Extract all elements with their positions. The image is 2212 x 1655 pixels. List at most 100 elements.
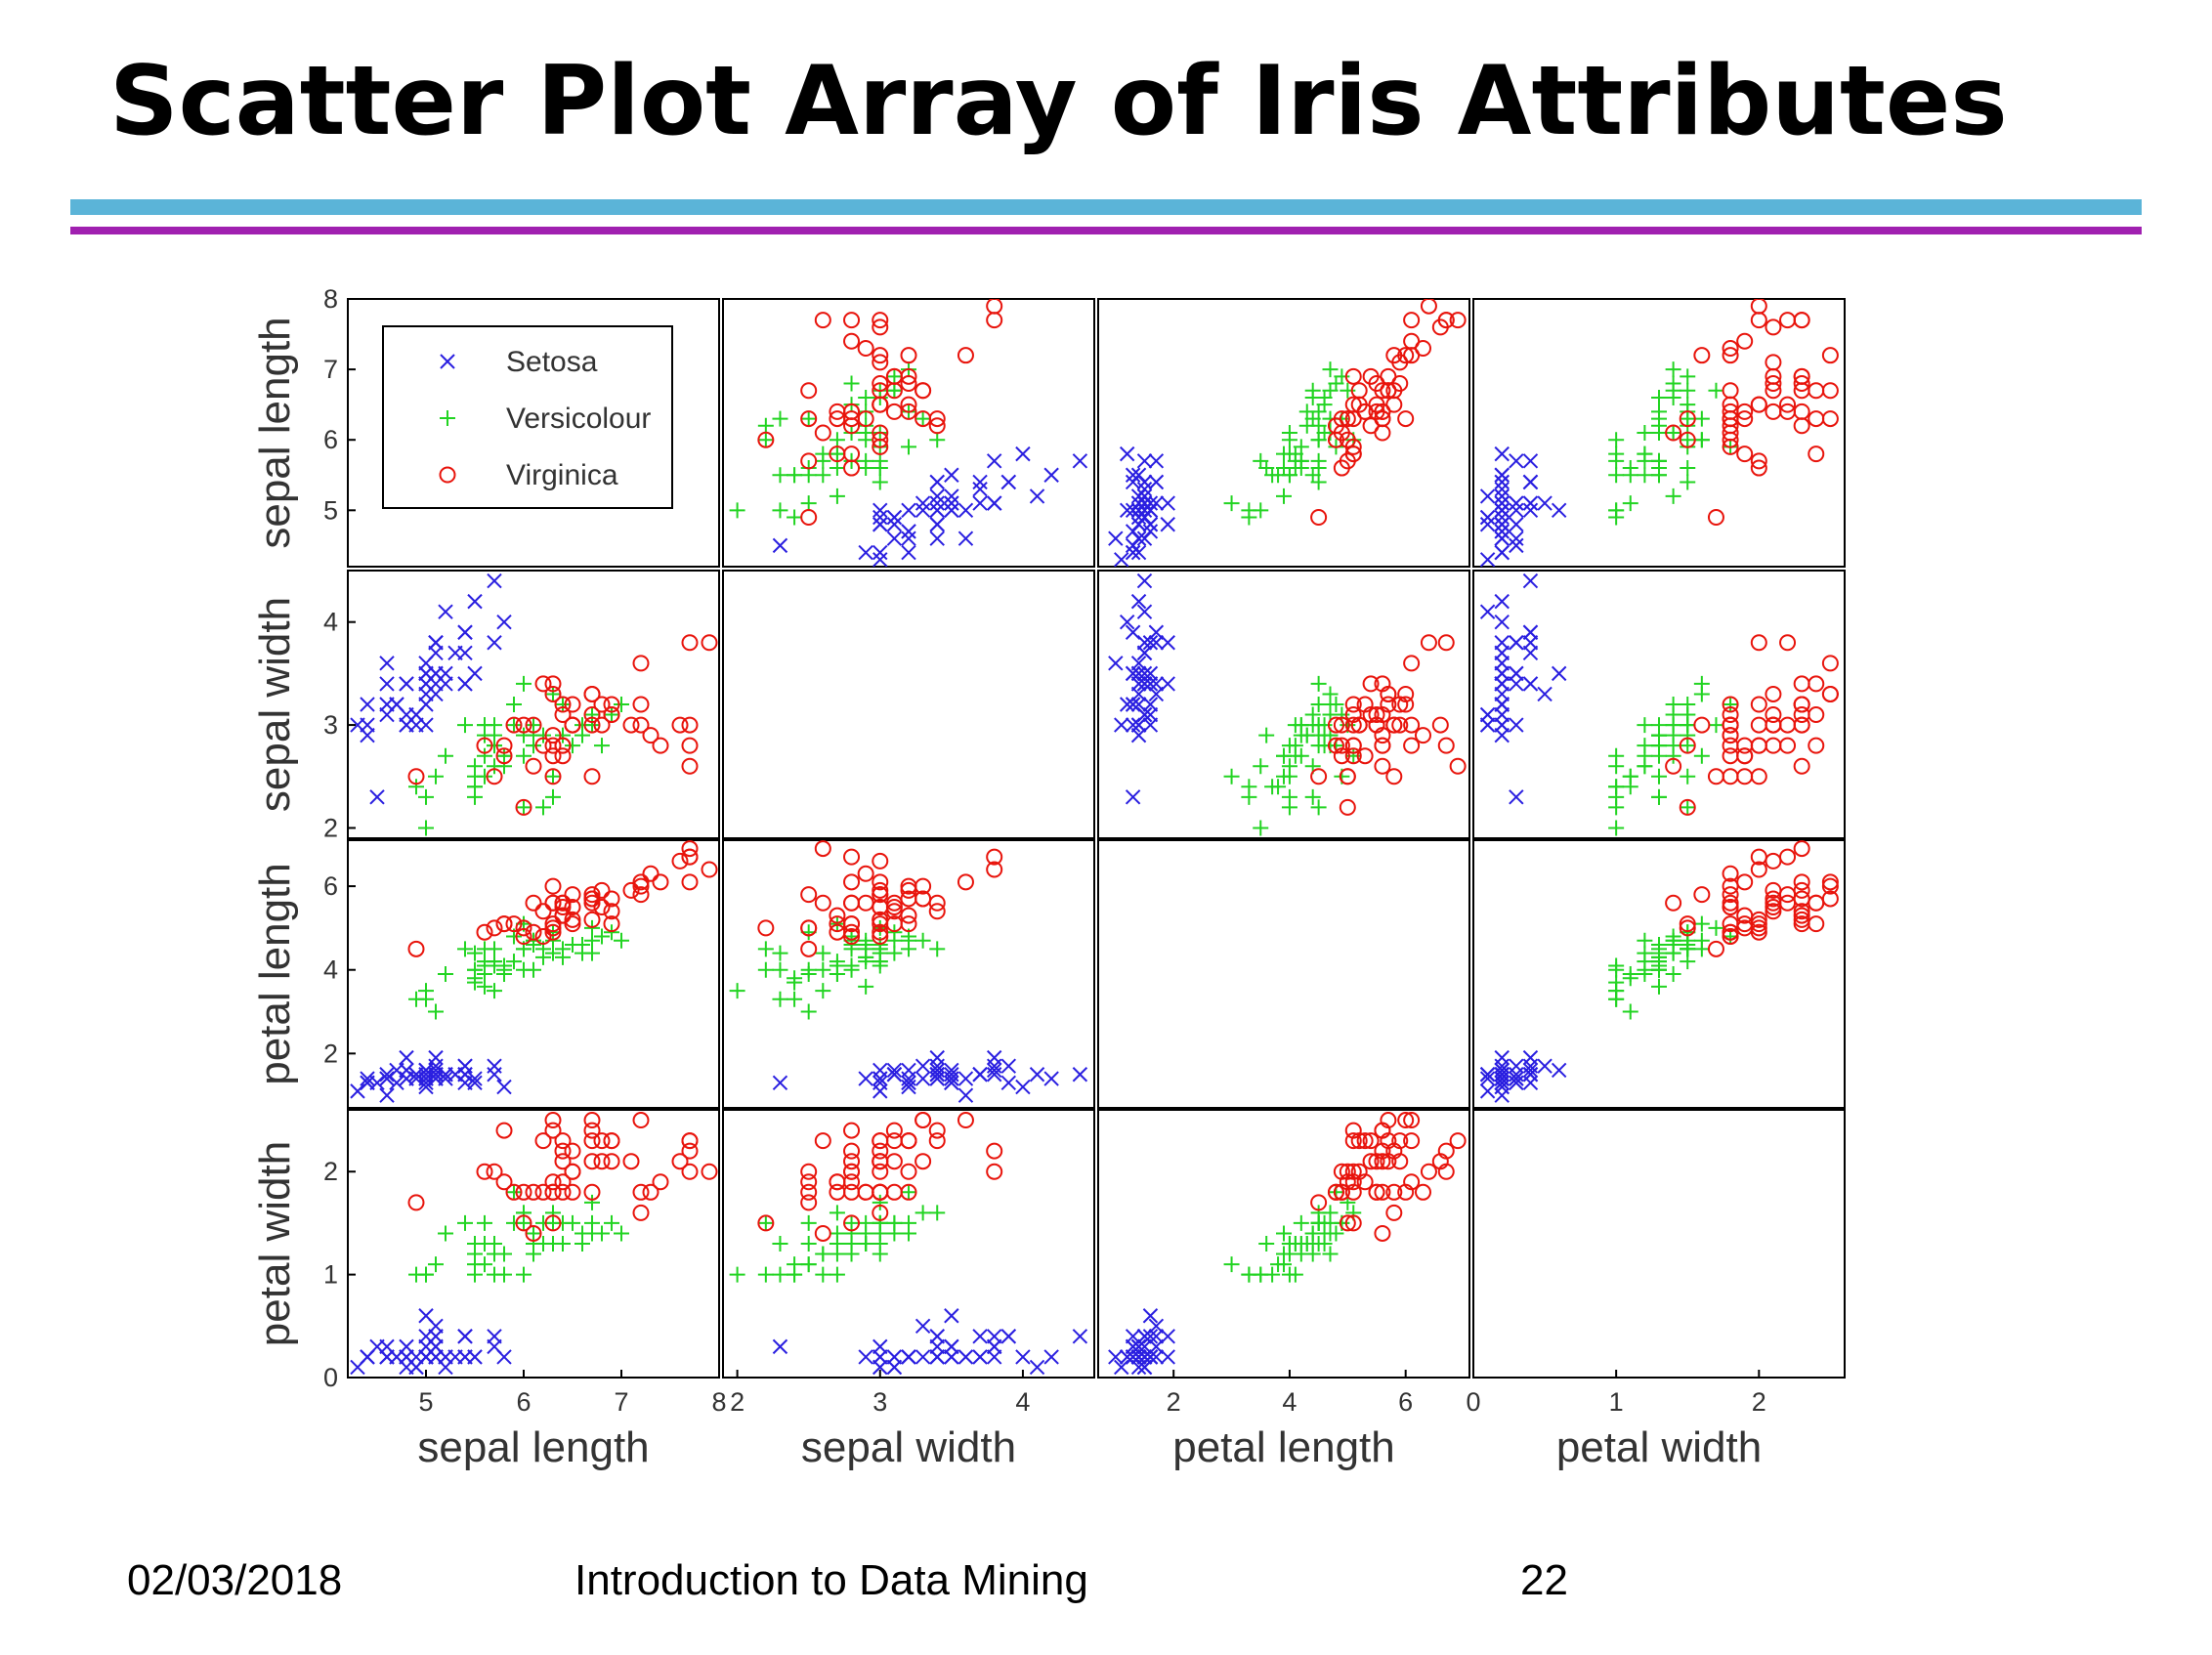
point-setosa [360, 697, 375, 712]
point-virginica [872, 1204, 889, 1221]
point-setosa [1509, 635, 1524, 651]
point-virginica [486, 768, 503, 785]
point-virginica [1431, 716, 1449, 734]
point-setosa [944, 467, 959, 483]
point-versicolour [1293, 747, 1309, 764]
point-setosa [428, 1062, 444, 1079]
point-virginica [814, 840, 831, 858]
point-virginica [495, 737, 513, 754]
point-virginica [900, 396, 917, 413]
point-setosa [1494, 502, 1510, 519]
point-virginica [495, 747, 513, 765]
point-versicolour [1264, 467, 1281, 484]
point-versicolour [545, 945, 561, 961]
point-virginica [1327, 431, 1344, 448]
point-virginica [1750, 848, 1767, 866]
point-virginica [1374, 403, 1391, 420]
point-versicolour [1637, 954, 1653, 970]
point-setosa [972, 1329, 988, 1344]
point-virginica [1736, 410, 1754, 428]
point-versicolour [1651, 452, 1667, 469]
point-virginica [757, 919, 775, 937]
point-virginica [544, 923, 562, 941]
point-versicolour [1298, 417, 1315, 434]
point-virginica [505, 915, 523, 933]
point-virginica [843, 1163, 861, 1180]
y-tick-label: 6 [323, 871, 338, 901]
point-virginica [1736, 446, 1754, 463]
point-versicolour [772, 945, 788, 961]
point-setosa [872, 509, 888, 526]
point-setosa [901, 1075, 916, 1091]
point-versicolour [757, 417, 774, 434]
point-setosa [1125, 502, 1141, 519]
point-versicolour [800, 410, 817, 427]
point-versicolour [457, 1214, 473, 1231]
point-virginica [885, 894, 903, 912]
point-versicolour [1304, 788, 1321, 805]
point-virginica [554, 1132, 572, 1150]
point-versicolour [1258, 1236, 1275, 1252]
point-virginica [603, 903, 620, 920]
point-setosa [915, 1058, 931, 1074]
point-setosa [1029, 1359, 1045, 1376]
point-virginica [872, 396, 889, 413]
point-versicolour [886, 382, 903, 399]
point-versicolour [487, 983, 502, 999]
point-virginica [1350, 396, 1368, 413]
point-virginica [701, 1163, 718, 1180]
point-versicolour [843, 375, 860, 392]
point-virginica [800, 1194, 818, 1211]
x-tick-label: 6 [1398, 1387, 1413, 1417]
point-versicolour [929, 941, 946, 957]
point-versicolour [1270, 1256, 1287, 1273]
point-virginica [1437, 1142, 1455, 1160]
point-virginica [622, 716, 640, 734]
point-versicolour [772, 502, 788, 519]
point-setosa [418, 1071, 434, 1086]
point-versicolour [1287, 738, 1303, 754]
point-versicolour [516, 1266, 532, 1283]
point-versicolour [729, 1266, 745, 1283]
y-axis-label: petal length [251, 863, 299, 1085]
point-virginica [1437, 737, 1455, 754]
point-virginica [1310, 768, 1328, 785]
point-virginica [800, 382, 818, 400]
point-versicolour [800, 1214, 817, 1231]
point-versicolour [800, 961, 817, 978]
panel-3-3 [1472, 1109, 1846, 1379]
point-setosa [929, 1329, 945, 1344]
point-versicolour [1680, 410, 1696, 427]
point-versicolour [1680, 432, 1696, 448]
point-setosa [972, 495, 988, 511]
point-virginica [885, 1122, 903, 1139]
point-setosa [1551, 665, 1567, 682]
point-setosa [438, 604, 453, 619]
point-setosa [1494, 593, 1510, 610]
point-virginica [986, 299, 1003, 315]
point-virginica [515, 927, 532, 945]
point-setosa [379, 1087, 395, 1103]
point-virginica [1391, 1132, 1409, 1150]
point-virginica [1374, 706, 1391, 724]
point-versicolour [1622, 970, 1638, 987]
point-virginica [407, 768, 425, 785]
point-virginica [1722, 727, 1739, 744]
point-versicolour [1680, 799, 1696, 816]
point-setosa [389, 1075, 404, 1091]
point-virginica [515, 919, 532, 937]
point-versicolour [872, 1194, 888, 1210]
point-setosa [872, 552, 888, 567]
point-setosa [1509, 502, 1524, 519]
point-setosa [929, 474, 945, 490]
point-virginica [544, 727, 562, 744]
point-versicolour [1680, 368, 1696, 385]
x-tick-label: 5 [418, 1387, 433, 1417]
point-virginica [1415, 727, 1431, 744]
point-setosa [1142, 495, 1159, 511]
point-setosa [428, 1329, 444, 1344]
point-versicolour [555, 727, 571, 743]
point-setosa [1043, 467, 1059, 483]
point-virginica [1368, 403, 1385, 420]
point-setosa [929, 502, 945, 519]
